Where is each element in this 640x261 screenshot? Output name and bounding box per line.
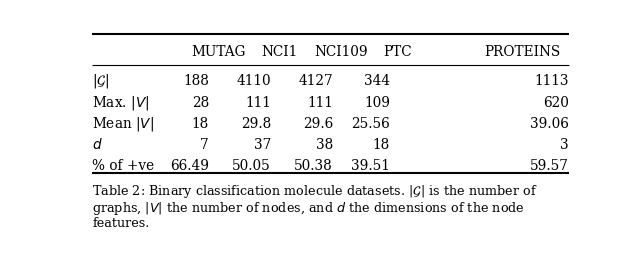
Text: PTC: PTC — [383, 45, 412, 60]
Text: 38: 38 — [316, 138, 333, 152]
Text: NCI109: NCI109 — [315, 45, 369, 60]
Text: 18: 18 — [192, 117, 209, 131]
Text: % of +ve: % of +ve — [92, 159, 154, 173]
Text: 18: 18 — [372, 138, 390, 152]
Text: 59.57: 59.57 — [530, 159, 568, 173]
Text: 39.06: 39.06 — [530, 117, 568, 131]
Text: 37: 37 — [253, 138, 271, 152]
Text: PROTEINS: PROTEINS — [484, 45, 561, 60]
Text: 111: 111 — [245, 96, 271, 110]
Text: $d$: $d$ — [92, 137, 103, 152]
Text: 620: 620 — [543, 96, 568, 110]
Text: 25.56: 25.56 — [351, 117, 390, 131]
Text: 39.51: 39.51 — [351, 159, 390, 173]
Text: 188: 188 — [183, 74, 209, 87]
Text: $|\mathcal{G}|$: $|\mathcal{G}|$ — [92, 72, 110, 90]
Text: NCI1: NCI1 — [262, 45, 298, 60]
Text: Mean $|V|$: Mean $|V|$ — [92, 115, 154, 133]
Text: 28: 28 — [192, 96, 209, 110]
Text: 1113: 1113 — [534, 74, 568, 87]
Text: 3: 3 — [560, 138, 568, 152]
Text: 50.05: 50.05 — [232, 159, 271, 173]
Text: 66.49: 66.49 — [170, 159, 209, 173]
Text: 111: 111 — [307, 96, 333, 110]
Text: 29.8: 29.8 — [241, 117, 271, 131]
Text: Table 2: Binary classification molecule datasets. $|\mathcal{G}|$ is the number : Table 2: Binary classification molecule … — [92, 183, 538, 200]
Text: 109: 109 — [364, 96, 390, 110]
Text: features.: features. — [92, 217, 150, 230]
Text: 4127: 4127 — [298, 74, 333, 87]
Text: MUTAG: MUTAG — [191, 45, 246, 60]
Text: 4110: 4110 — [236, 74, 271, 87]
Text: 7: 7 — [200, 138, 209, 152]
Text: 29.6: 29.6 — [303, 117, 333, 131]
Text: graphs, $|V|$ the number of nodes, and $d$ the dimensions of the node: graphs, $|V|$ the number of nodes, and $… — [92, 200, 525, 217]
Text: Max. $|V|$: Max. $|V|$ — [92, 94, 150, 112]
Text: 50.38: 50.38 — [294, 159, 333, 173]
Text: 344: 344 — [364, 74, 390, 87]
